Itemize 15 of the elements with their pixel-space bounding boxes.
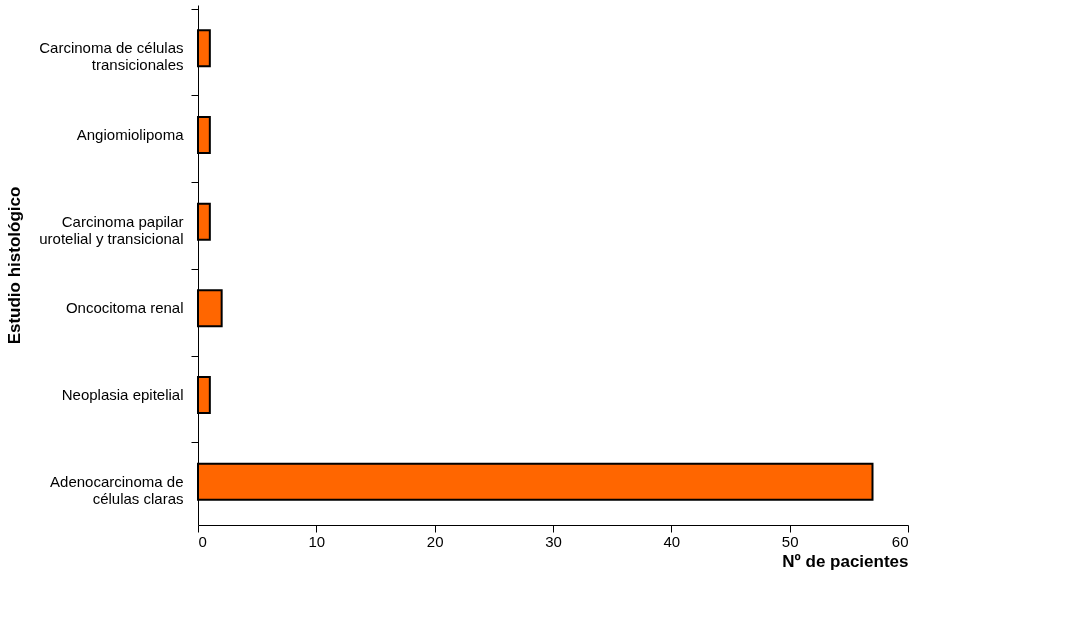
y-tick-label: Neoplasia epitelial bbox=[61, 386, 184, 403]
y-tick-label: Carcinoma de células transicionales bbox=[39, 39, 184, 74]
x-tick-label: 0 bbox=[198, 532, 207, 550]
y-axis-title: Estudio histológico bbox=[5, 186, 25, 345]
y-tick-label: Angiomiolipoma bbox=[76, 126, 185, 143]
y-tick-label: Adenocarcinoma de células claras bbox=[50, 472, 184, 507]
x-tick-label: 50 bbox=[781, 532, 799, 550]
y-tick-label: Oncocitoma renal bbox=[65, 299, 184, 317]
x-tick-label: 30 bbox=[545, 532, 562, 550]
y-tick-label: Carcinoma papilar urotelial y transicional bbox=[39, 212, 184, 247]
x-tick-label: 20 bbox=[426, 532, 444, 550]
x-tick-label: 40 bbox=[663, 532, 681, 550]
x-tick-label: 60 bbox=[891, 532, 909, 550]
x-tick-label: 10 bbox=[308, 532, 326, 550]
x-axis-title: Nº de pacientes bbox=[782, 551, 909, 571]
